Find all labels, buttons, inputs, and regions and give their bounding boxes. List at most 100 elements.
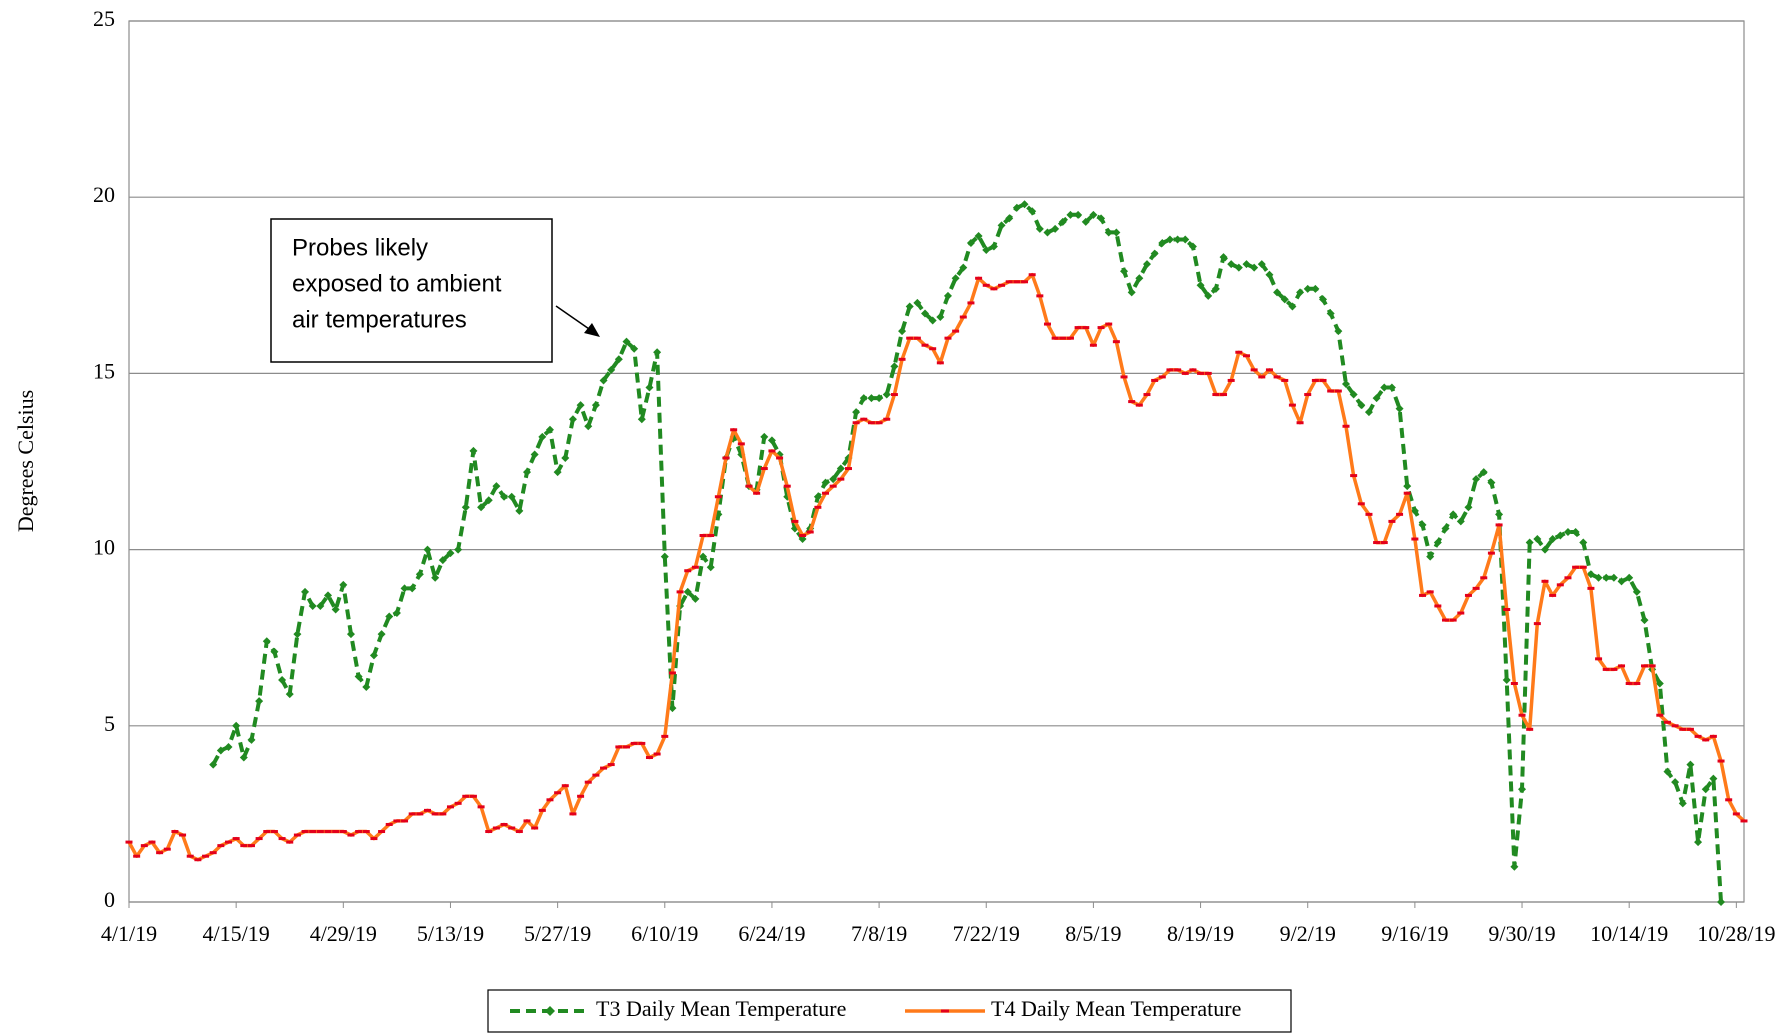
marker — [1181, 235, 1190, 244]
annotation: Probes likely exposed to ambient air tempe… — [270, 218, 600, 363]
y-tick-label: 15 — [93, 358, 115, 383]
marker — [645, 383, 654, 392]
marker — [699, 552, 708, 561]
marker — [301, 587, 310, 596]
marker — [1502, 675, 1511, 684]
marker — [1403, 482, 1412, 491]
series-line — [211, 202, 1723, 903]
marker — [1158, 239, 1167, 248]
marker — [591, 401, 600, 410]
marker — [1410, 506, 1419, 515]
marker — [1005, 214, 1014, 223]
x-tick-label: 4/29/19 — [310, 921, 377, 946]
marker — [568, 415, 577, 424]
x-tick-label: 5/27/19 — [524, 921, 591, 946]
marker — [1280, 295, 1289, 304]
marker — [1211, 284, 1220, 293]
marker — [1609, 573, 1618, 582]
marker — [1663, 767, 1672, 776]
marker — [1701, 785, 1710, 794]
marker — [1188, 242, 1197, 251]
marker — [683, 587, 692, 596]
marker — [461, 503, 470, 512]
marker — [209, 760, 218, 769]
marker — [1288, 302, 1297, 311]
marker — [346, 630, 355, 639]
marker — [1349, 390, 1358, 399]
legend-label: T4 Daily Mean Temperature — [991, 996, 1241, 1021]
marker — [438, 556, 447, 565]
marker — [875, 394, 884, 403]
marker — [545, 425, 554, 434]
x-tick-label: 10/28/19 — [1697, 921, 1775, 946]
x-tick-label: 7/8/19 — [851, 921, 907, 946]
marker — [1518, 785, 1527, 794]
marker — [232, 721, 241, 730]
marker — [898, 327, 907, 336]
marker — [921, 309, 930, 318]
marker — [966, 239, 975, 248]
x-tick-label: 8/19/19 — [1167, 921, 1234, 946]
marker — [1265, 270, 1274, 279]
marker — [936, 313, 945, 322]
marker — [630, 344, 639, 353]
marker — [1594, 573, 1603, 582]
marker — [1640, 616, 1649, 625]
marker — [867, 394, 876, 403]
marker — [1341, 379, 1350, 388]
marker — [1487, 478, 1496, 487]
marker — [1579, 538, 1588, 547]
marker — [607, 365, 616, 374]
marker — [1433, 538, 1442, 547]
marker — [951, 274, 960, 283]
marker — [1127, 288, 1136, 297]
marker — [415, 570, 424, 579]
marker — [1257, 260, 1266, 269]
marker — [1319, 295, 1328, 304]
x-tick-label: 6/10/19 — [631, 921, 698, 946]
marker — [882, 390, 891, 399]
marker — [599, 376, 608, 385]
marker — [1364, 408, 1373, 417]
marker — [576, 401, 585, 410]
x-tick-label: 7/22/19 — [953, 921, 1020, 946]
marker — [813, 492, 822, 501]
marker — [1548, 535, 1557, 544]
marker — [515, 506, 524, 515]
marker — [477, 503, 486, 512]
marker — [1671, 778, 1680, 787]
marker — [1678, 799, 1687, 808]
marker — [1617, 577, 1626, 586]
marker — [1051, 224, 1060, 233]
marker — [331, 605, 340, 614]
marker — [561, 453, 570, 462]
marker — [1357, 401, 1366, 410]
marker — [1058, 217, 1067, 226]
marker — [1380, 383, 1389, 392]
marker — [316, 601, 325, 610]
marker — [767, 436, 776, 445]
marker — [928, 316, 937, 325]
plot-border — [128, 20, 1745, 903]
x-tick-label: 6/24/19 — [738, 921, 805, 946]
marker — [974, 231, 983, 240]
marker — [1012, 203, 1021, 212]
marker — [1495, 510, 1504, 519]
marker — [1296, 288, 1305, 297]
marker — [943, 291, 952, 300]
marker — [637, 415, 646, 424]
marker — [1456, 517, 1465, 526]
marker — [492, 482, 501, 491]
marker — [1196, 281, 1205, 290]
x-tick-label: 8/5/19 — [1065, 921, 1121, 946]
marker — [1525, 538, 1534, 547]
marker — [959, 263, 968, 272]
marker — [1142, 260, 1151, 269]
marker — [1303, 284, 1312, 293]
marker — [400, 584, 409, 593]
marker — [829, 475, 838, 484]
marker — [1173, 235, 1182, 244]
marker — [798, 535, 807, 544]
marker — [1372, 394, 1381, 403]
